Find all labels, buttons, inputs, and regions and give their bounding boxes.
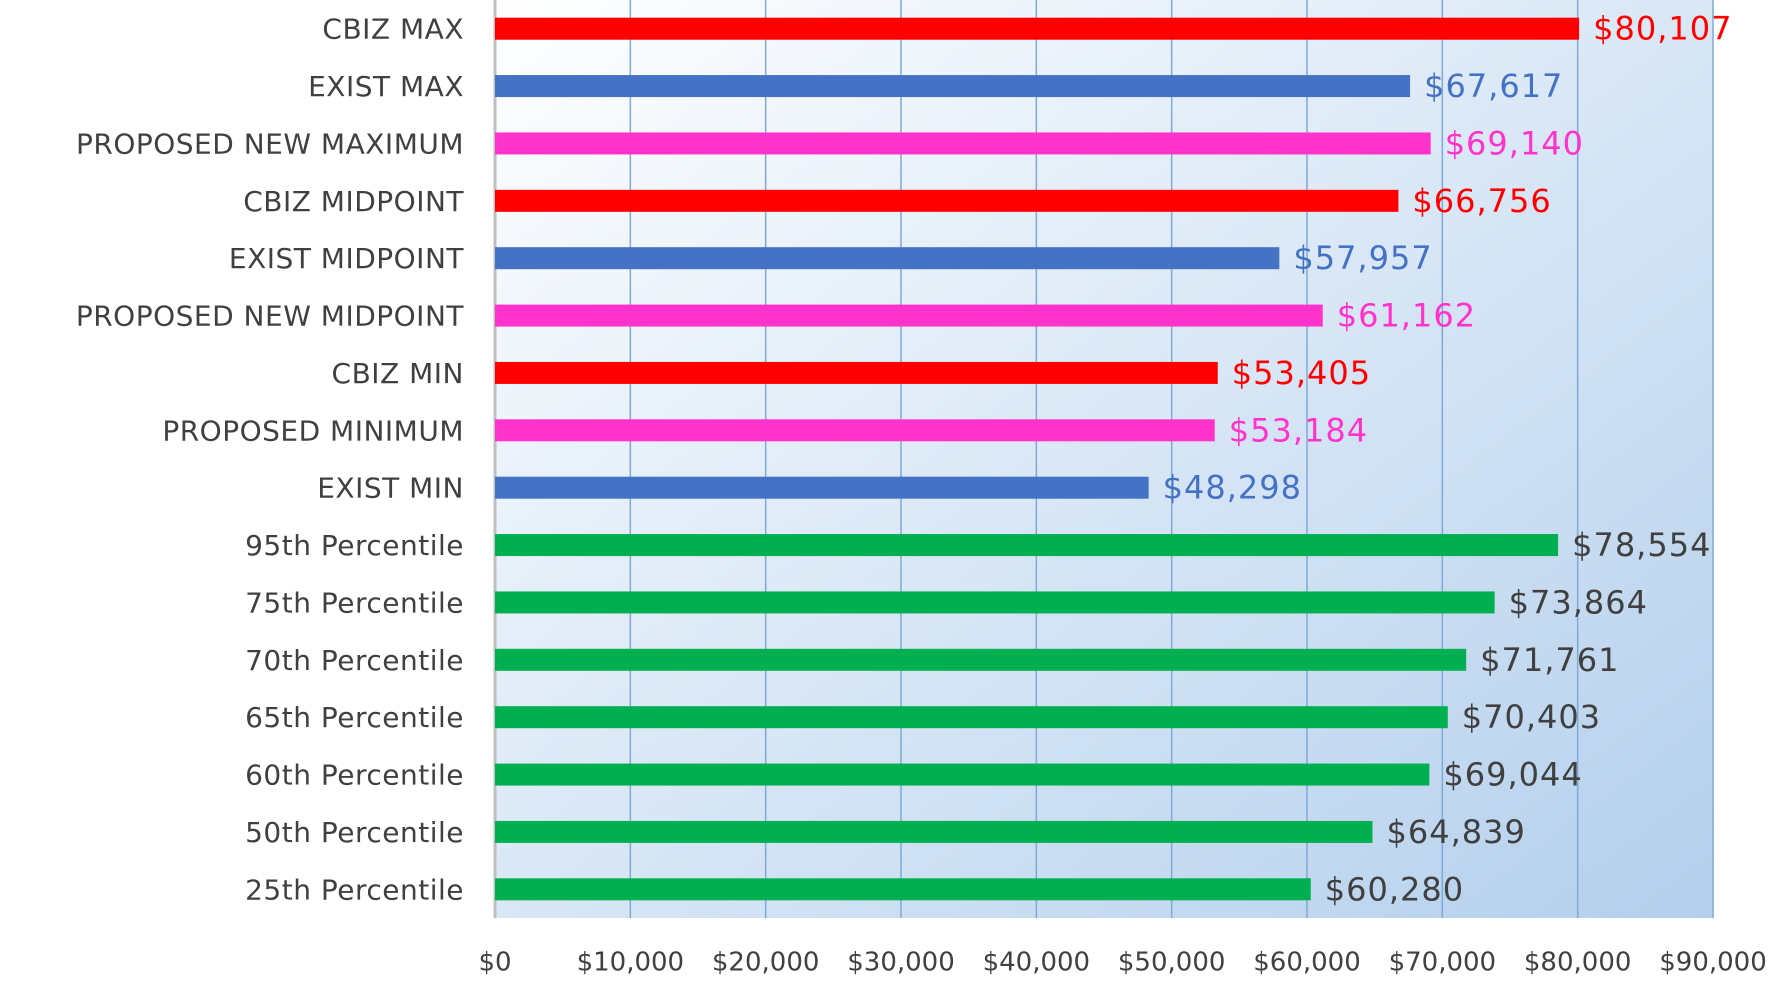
y-tick-label: CBIZ MIDPOINT — [243, 185, 464, 218]
x-tick-label: $40,000 — [983, 948, 1091, 978]
bar — [495, 419, 1215, 442]
bar — [495, 75, 1411, 98]
y-tick-label: PROPOSED NEW MAXIMUM — [76, 127, 464, 160]
bar — [495, 763, 1430, 786]
value-label: $80,107 — [1593, 10, 1732, 48]
x-tick-label: $90,000 — [1659, 948, 1767, 978]
y-tick-label: EXIST MIDPOINT — [229, 242, 465, 275]
bar — [495, 878, 1311, 901]
y-tick-label: PROPOSED MINIMUM — [162, 414, 464, 447]
value-label: $48,298 — [1163, 469, 1302, 507]
value-label: $69,044 — [1443, 756, 1582, 794]
value-label: $70,403 — [1462, 698, 1601, 736]
y-tick-label: 25th Percentile — [245, 873, 464, 906]
x-tick-label: $50,000 — [1118, 948, 1226, 978]
y-tick-label: CBIZ MIN — [332, 357, 464, 390]
y-tick-label: PROPOSED NEW MIDPOINT — [76, 300, 465, 333]
bar — [495, 304, 1323, 327]
bar — [495, 189, 1399, 212]
value-label: $78,554 — [1572, 526, 1711, 564]
bar — [495, 361, 1218, 384]
x-tick-label: $0 — [478, 948, 511, 978]
value-label: $67,617 — [1424, 67, 1563, 105]
bar — [495, 132, 1431, 155]
bar — [495, 648, 1467, 671]
y-tick-label: 75th Percentile — [245, 586, 464, 619]
x-tick-label: $70,000 — [1389, 948, 1497, 978]
x-tick-label: $30,000 — [847, 948, 955, 978]
y-tick-label: 50th Percentile — [245, 816, 464, 849]
bar — [495, 476, 1149, 499]
value-label: $71,761 — [1480, 641, 1619, 679]
x-tick-label: $20,000 — [712, 948, 820, 978]
value-label: $53,405 — [1232, 354, 1371, 392]
x-tick-label: $80,000 — [1524, 948, 1632, 978]
y-tick-label: 65th Percentile — [245, 701, 464, 734]
value-label: $66,756 — [1412, 182, 1551, 220]
value-label: $61,162 — [1337, 297, 1476, 335]
value-label: $73,864 — [1509, 583, 1648, 621]
y-tick-label: CBIZ MAX — [322, 13, 464, 46]
value-label: $53,184 — [1229, 411, 1368, 449]
y-tick-label: 60th Percentile — [245, 759, 464, 792]
value-label: $69,140 — [1445, 124, 1584, 162]
bar — [495, 591, 1495, 614]
bar — [495, 534, 1559, 557]
value-label: $60,280 — [1325, 870, 1464, 908]
bar — [495, 820, 1373, 843]
bar — [495, 706, 1448, 729]
y-tick-label: EXIST MAX — [308, 70, 464, 103]
y-tick-label: 95th Percentile — [245, 529, 464, 562]
value-label: $57,957 — [1293, 239, 1432, 277]
x-tick-label: $60,000 — [1253, 948, 1361, 978]
bar — [495, 17, 1580, 40]
y-tick-label: EXIST MIN — [317, 472, 464, 505]
bar — [495, 247, 1280, 270]
value-label: $64,839 — [1386, 813, 1525, 851]
x-tick-label: $10,000 — [577, 948, 685, 978]
y-tick-label: 70th Percentile — [245, 644, 464, 677]
